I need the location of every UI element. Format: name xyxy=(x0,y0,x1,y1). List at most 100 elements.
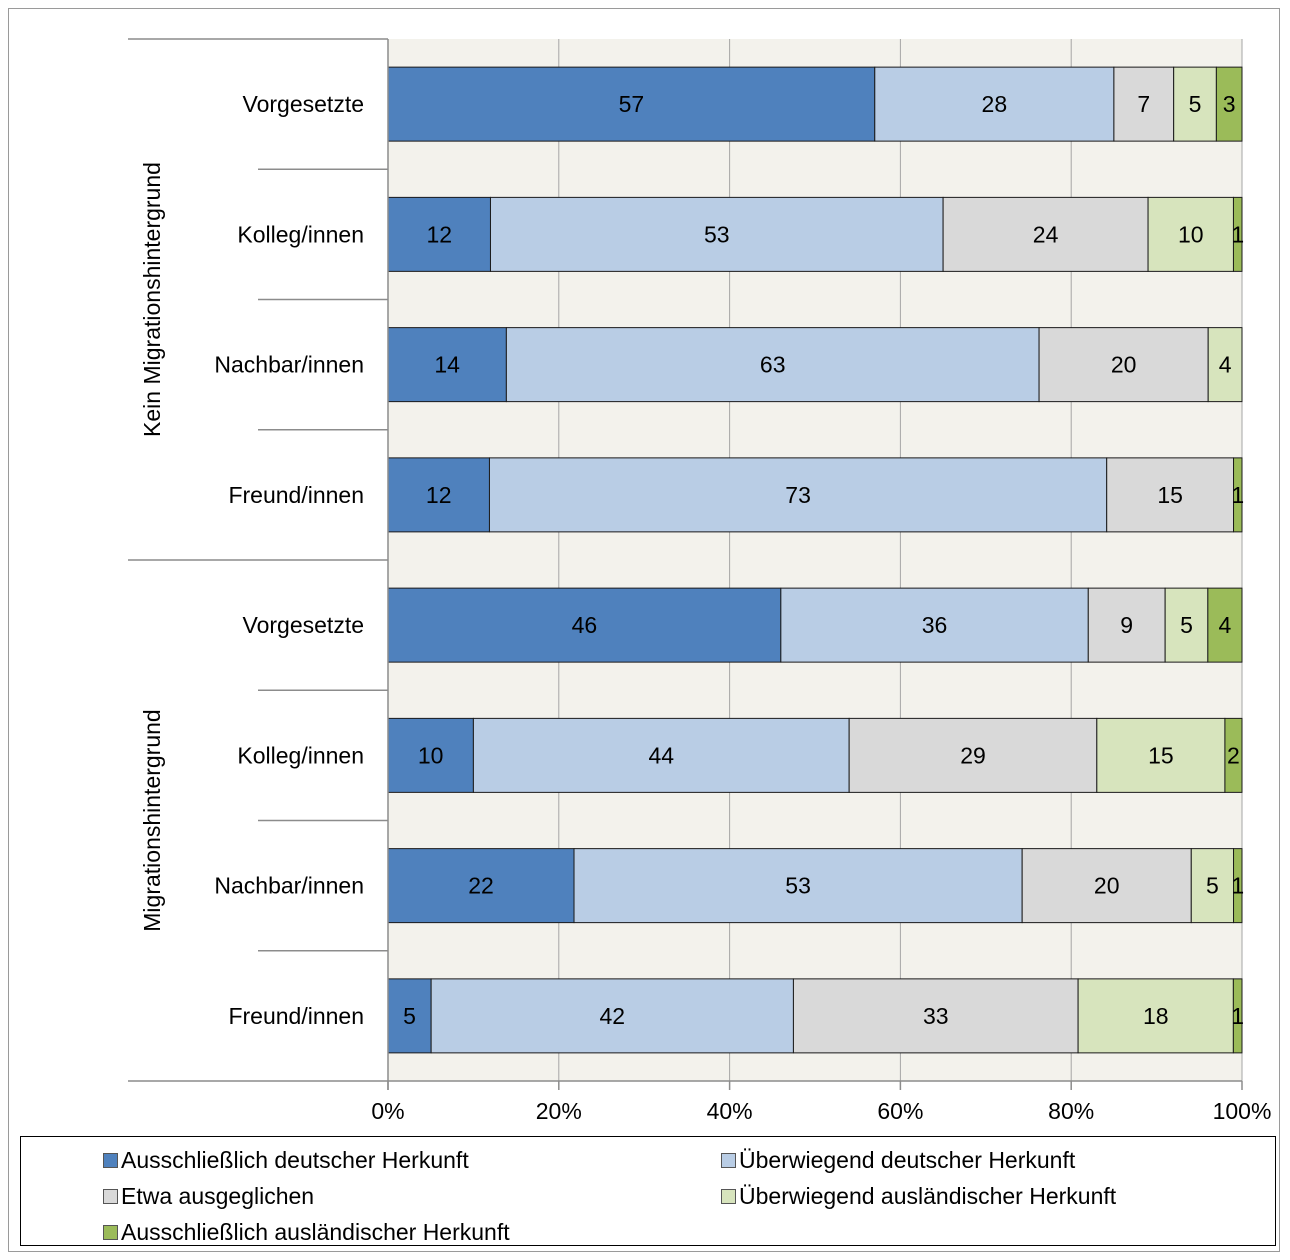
legend-item: Überwiegend deutscher Herkunft xyxy=(721,1147,1075,1174)
legend-swatch xyxy=(103,1153,118,1168)
bar-segment xyxy=(1113,66,1175,142)
data-label: 46 xyxy=(572,612,598,638)
legend-item: Etwa ausgeglichen xyxy=(103,1183,314,1210)
data-label: 10 xyxy=(418,742,444,768)
legend-label: Ausschließlich ausländischer Herkunft xyxy=(121,1219,510,1245)
x-tick-label: 60% xyxy=(877,1098,923,1124)
x-tick-label: 0% xyxy=(371,1098,404,1124)
bar-segment xyxy=(780,587,1089,663)
bar-segment xyxy=(387,327,507,403)
legend-swatch xyxy=(103,1189,118,1204)
bar-segment xyxy=(488,457,1108,533)
data-label: 73 xyxy=(785,482,811,508)
data-label: 15 xyxy=(1148,742,1174,768)
data-label: 5 xyxy=(403,1003,416,1029)
legend: Ausschließlich deutscher Herkunft Überwie… xyxy=(20,1136,1276,1246)
data-label: 14 xyxy=(434,352,460,378)
bar-segment xyxy=(1190,848,1235,924)
bar-segment xyxy=(1096,717,1226,793)
legend-label: Ausschließlich deutscher Herkunft xyxy=(121,1147,469,1173)
data-label: 44 xyxy=(648,742,674,768)
data-label: 29 xyxy=(960,742,986,768)
x-tick-label: 80% xyxy=(1048,1098,1094,1124)
category-label: Freund/innen xyxy=(228,1003,364,1029)
legend-swatch xyxy=(721,1153,736,1168)
bar-segment xyxy=(1233,848,1243,924)
data-label: 53 xyxy=(785,873,811,899)
data-label: 57 xyxy=(619,91,645,117)
data-label: 5 xyxy=(1206,873,1219,899)
data-label: 28 xyxy=(982,91,1008,117)
category-label: Vorgesetzte xyxy=(243,612,364,638)
legend-label: Überwiegend deutscher Herkunft xyxy=(739,1147,1076,1173)
plot-area xyxy=(388,39,1242,1081)
legend-label: Etwa ausgeglichen xyxy=(121,1183,315,1209)
data-label: 1 xyxy=(1231,1003,1244,1029)
bar-segment xyxy=(387,196,491,272)
bar-segment xyxy=(489,196,944,272)
data-label: 4 xyxy=(1219,352,1232,378)
x-tick-label: 100% xyxy=(1213,1098,1272,1124)
bar-segment xyxy=(387,717,474,793)
category-label: Vorgesetzte xyxy=(243,91,364,117)
category-label: Nachbar/innen xyxy=(214,352,364,378)
x-tick-label: 40% xyxy=(707,1098,753,1124)
data-label: 1 xyxy=(1231,482,1244,508)
data-label: 5 xyxy=(1189,91,1202,117)
data-label: 9 xyxy=(1120,612,1133,638)
legend-item: Ausschließlich deutscher Herkunft xyxy=(103,1147,469,1174)
data-label: 1 xyxy=(1231,221,1244,247)
axes xyxy=(128,38,1243,1090)
legend-label: Überwiegend ausländischer Herkunft xyxy=(739,1183,1117,1209)
data-label: 18 xyxy=(1143,1003,1169,1029)
bar-segment xyxy=(387,848,575,924)
legend-item: Ausschließlich ausländischer Herkunft xyxy=(103,1219,510,1246)
data-label: 5 xyxy=(1180,612,1193,638)
stacked-bar-chart: 57 28 7 5 312 53 24 10 114 63 20 412 73 15 146 36 9 5 410 4… xyxy=(128,38,1271,1124)
tick-labels: 0% 20% 40% 60% 80% 100% xyxy=(371,1098,1271,1124)
bar-segment xyxy=(1164,587,1209,663)
category-label: Kolleg/innen xyxy=(237,742,364,768)
data-label: 42 xyxy=(599,1003,625,1029)
data-label: 1 xyxy=(1231,873,1244,899)
x-tick-label: 20% xyxy=(536,1098,582,1124)
data-label: 12 xyxy=(426,482,452,508)
group-labels: Kein Migrationshintergrund Migrationshint… xyxy=(139,162,165,932)
bar-segment xyxy=(387,978,432,1054)
bar-segment xyxy=(1106,457,1235,533)
data-label: 10 xyxy=(1178,221,1204,247)
data-label: 20 xyxy=(1111,352,1137,378)
bar-segment xyxy=(1232,196,1243,272)
data-label: 15 xyxy=(1157,482,1183,508)
data-label: 22 xyxy=(468,873,494,899)
bar-segment xyxy=(472,717,850,793)
legend-swatch xyxy=(103,1225,118,1240)
category-label: Kolleg/innen xyxy=(237,221,364,247)
category-label: Freund/innen xyxy=(228,482,364,508)
data-label: 2 xyxy=(1227,742,1240,768)
bar-segment xyxy=(1207,587,1243,663)
bars: 57 28 7 5 312 53 24 10 114 63 20 412 73 15 146 36 9 5 410 4… xyxy=(387,66,1244,1054)
legend-swatch xyxy=(721,1189,736,1204)
data-label: 24 xyxy=(1033,221,1059,247)
data-label: 20 xyxy=(1094,873,1120,899)
bar-segment xyxy=(1232,978,1243,1054)
data-label: 36 xyxy=(922,612,948,638)
legend-item: Überwiegend ausländischer Herkunft xyxy=(721,1183,1116,1210)
bar-segment xyxy=(505,327,1040,403)
bar-segment xyxy=(1215,66,1243,142)
bar-segment xyxy=(1233,457,1243,533)
bar-segment xyxy=(1077,978,1234,1054)
bar-segment xyxy=(1021,848,1192,924)
data-label: 63 xyxy=(760,352,786,378)
bar-segment xyxy=(430,978,794,1054)
data-label: 33 xyxy=(923,1003,949,1029)
bar-segment xyxy=(1224,717,1243,793)
group-label: Kein Migrationshintergrund xyxy=(139,162,165,437)
data-label: 3 xyxy=(1223,91,1236,117)
bar-segment xyxy=(848,717,1098,793)
category-labels: Vorgesetzte Kolleg/innen Nachbar/innen Freu… xyxy=(214,91,364,1029)
data-label: 7 xyxy=(1137,91,1150,117)
bar-segment xyxy=(1207,327,1243,403)
bar-segment xyxy=(874,66,1115,142)
